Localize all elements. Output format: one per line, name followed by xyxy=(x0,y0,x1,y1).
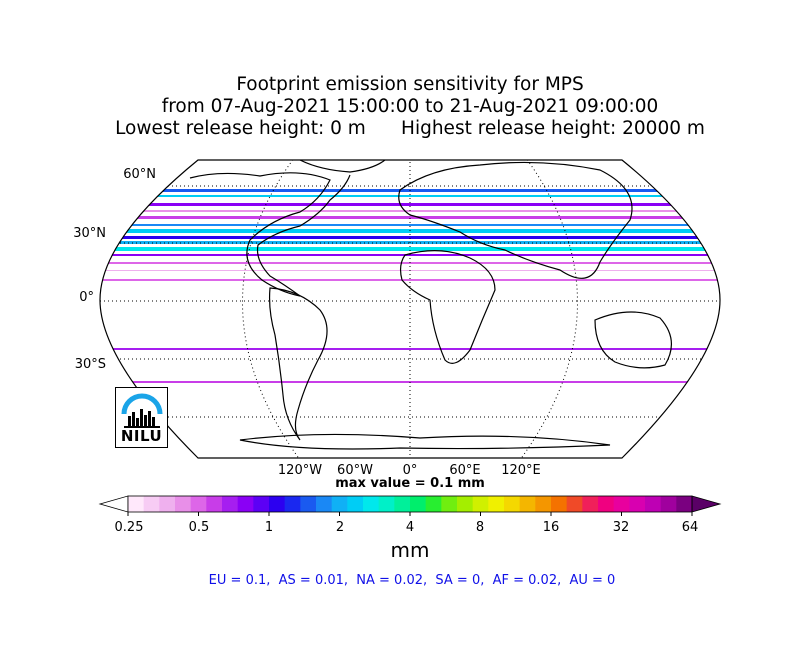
ocean-background xyxy=(100,160,720,458)
colorbar-segment xyxy=(159,496,176,512)
lon-label-60e: 60°E xyxy=(449,463,481,478)
colorbar-segment xyxy=(347,496,364,512)
colorbar-tick: 16 xyxy=(542,520,560,535)
colorbar-segment xyxy=(566,496,583,512)
colorbar-tick: 8 xyxy=(475,520,485,535)
colorbar-segment xyxy=(284,496,301,512)
colorbar-segment xyxy=(378,496,395,512)
colorbar-segment xyxy=(535,496,552,512)
colorbar-tick: 32 xyxy=(612,520,630,535)
colorbar-segment xyxy=(222,496,239,512)
title-line-3: Lowest release height: 0 m Highest relea… xyxy=(115,118,705,139)
title-line-1: Footprint emission sensitivity for MPS xyxy=(236,74,584,95)
colorbar-segment xyxy=(143,496,160,512)
colorbar-tick: 0.5 xyxy=(188,520,210,535)
lon-label-60w: 60°W xyxy=(337,463,373,478)
colorbar-segment xyxy=(457,496,474,512)
graticule xyxy=(100,160,720,458)
lat-label-60n: 60°N xyxy=(123,167,156,182)
colorbar-unit-label: mm xyxy=(390,538,430,562)
lon-label-120e: 120°E xyxy=(501,463,541,478)
lon-label-0: 0° xyxy=(402,463,418,478)
colorbar-segment xyxy=(128,496,145,512)
region-values-text: EU = 0.1, AS = 0.01, NA = 0.02, SA = 0, … xyxy=(208,573,616,588)
colorbar-segment xyxy=(190,496,207,512)
lat-label-30s: 30°S xyxy=(74,357,106,372)
colorbar-segment xyxy=(237,496,254,512)
colorbar-tick: 1 xyxy=(264,520,274,535)
colorbar-segment xyxy=(441,496,458,512)
nilu-logo: NILU xyxy=(115,387,168,448)
colorbar-segment xyxy=(613,496,630,512)
max-value-label: max value = 0.1 mm xyxy=(335,476,485,491)
colorbar-tick: 2 xyxy=(335,520,345,535)
lat-label-30n: 30°N xyxy=(73,226,106,241)
colorbar-segment xyxy=(300,496,317,512)
colorbar-segment xyxy=(488,496,505,512)
colorbar-segment xyxy=(504,496,521,512)
colorbar-segment xyxy=(472,496,489,512)
colorbar-extend-high xyxy=(691,495,722,513)
colorbar-segment xyxy=(253,496,270,512)
colorbar-tick: 0.25 xyxy=(114,520,144,535)
lon-label-120w: 120°W xyxy=(277,463,323,478)
colorbar-segment xyxy=(660,496,677,512)
colorbar-segment xyxy=(363,496,380,512)
colorbar-segment xyxy=(629,496,646,512)
colorbar-segment xyxy=(331,496,348,512)
colorbar-segment xyxy=(582,496,599,512)
colorbar-segment xyxy=(175,496,192,512)
colorbar-segment xyxy=(394,496,411,512)
colorbar-tick: 64 xyxy=(681,520,699,535)
lat-label-0: 0° xyxy=(79,290,94,305)
colorbar-tick: 4 xyxy=(405,520,415,535)
colorbar-segment xyxy=(598,496,615,512)
map-boundary xyxy=(99,159,721,459)
colorbar-segment xyxy=(551,496,568,512)
title-line-2: from 07-Aug-2021 15:00:00 to 21-Aug-2021… xyxy=(161,96,659,117)
colorbar-segment xyxy=(519,496,536,512)
colorbar-segment xyxy=(410,496,427,512)
land-outlines xyxy=(189,160,672,450)
colorbar-segment xyxy=(206,496,223,512)
map-area xyxy=(100,160,720,458)
colorbar-extend-low xyxy=(98,495,129,513)
colorbar-segment xyxy=(425,496,442,512)
logo-text: NILU xyxy=(120,427,163,445)
colorbar-segment xyxy=(316,496,333,512)
colorbar-segment xyxy=(676,496,693,512)
colorbar-segment xyxy=(645,496,662,512)
colorbar xyxy=(98,495,722,516)
colorbar-segment xyxy=(269,496,286,512)
